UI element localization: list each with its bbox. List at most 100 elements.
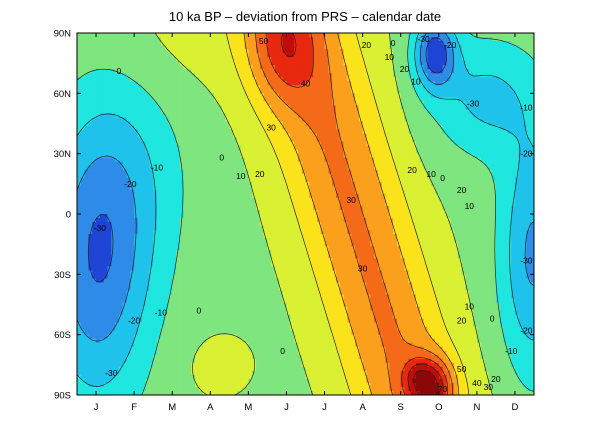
contour-cell [385, 69, 390, 74]
contour-cell [507, 89, 512, 94]
contour-cell [316, 145, 322, 151]
contour-cell [339, 37, 345, 42]
contour-cell [183, 109, 189, 115]
contour-cell [480, 129, 486, 135]
contour-cell [442, 89, 448, 94]
contour-cell [84, 49, 90, 54]
contour-cell [305, 145, 310, 151]
contour-cell [267, 125, 272, 131]
contour-cell [187, 185, 192, 191]
contour-cell [457, 97, 463, 102]
contour-cell [103, 197, 109, 203]
contour-cell [183, 81, 189, 86]
contour-cell [195, 49, 200, 54]
contour-cell [248, 141, 253, 147]
contour-cell [332, 161, 337, 167]
contour-cell [412, 117, 417, 123]
contour-cell [107, 77, 112, 82]
contour-cell [484, 169, 489, 175]
contour-cell [358, 33, 364, 38]
contour-cell [149, 93, 154, 98]
contour-cell [187, 89, 192, 94]
contour-cell [168, 145, 173, 151]
contour-cell [210, 45, 215, 50]
contour-cell [366, 109, 371, 115]
contour-cell [263, 133, 269, 139]
contour-cell [263, 81, 269, 86]
contour-cell [355, 173, 360, 179]
contour-cell [118, 69, 124, 74]
contour-cell [301, 153, 307, 159]
contour-cell [476, 81, 482, 86]
contour-cell [240, 65, 246, 70]
contour-cell [328, 57, 333, 62]
contour-cell [80, 33, 86, 38]
contour-cell [419, 149, 425, 155]
contour-cell [259, 153, 265, 159]
contour-cell [141, 161, 147, 167]
contour-cell [385, 57, 390, 62]
contour-cell [122, 105, 128, 111]
contour-cell [255, 77, 261, 82]
contour-cell [324, 177, 329, 183]
contour-cell [396, 113, 402, 119]
contour-cell [84, 157, 90, 163]
contour-cell [225, 153, 230, 159]
contour-cell [316, 77, 322, 82]
contour-cell [255, 169, 261, 175]
contour-cell [320, 57, 326, 62]
contour-cell [115, 85, 120, 90]
contour-cell [385, 149, 390, 155]
contour-cell [358, 37, 364, 42]
contour-cell [358, 57, 364, 62]
contour-cell [233, 41, 238, 46]
contour-cell [172, 189, 177, 195]
contour-cell [153, 137, 158, 143]
contour-cell [195, 53, 200, 58]
contour-cell [156, 113, 162, 119]
contour-cell [507, 121, 512, 127]
contour-cell [313, 85, 318, 90]
contour-cell [160, 57, 166, 62]
contour-cell [160, 153, 166, 159]
contour-cell [507, 85, 512, 90]
contour-cell [450, 193, 455, 199]
contour-cell [488, 149, 493, 155]
contour-cell [480, 45, 486, 50]
contour-cell [389, 89, 394, 94]
contour-cell [476, 57, 482, 62]
contour-cell [229, 153, 234, 159]
contour-cell [259, 193, 265, 199]
contour-cell [347, 61, 352, 66]
contour-cell [404, 109, 409, 115]
contour-cell [469, 65, 474, 70]
contour-cell [457, 161, 463, 167]
contour-cell [366, 125, 371, 131]
contour-cell [92, 97, 97, 102]
contour-cell [134, 49, 139, 54]
contour-cell [438, 113, 444, 119]
contour-cell [294, 65, 299, 70]
contour-cell [431, 149, 436, 155]
contour-cell [431, 109, 436, 115]
contour-cell [286, 81, 291, 86]
contour-cell [324, 57, 329, 62]
contour-cell [149, 105, 154, 111]
contour-cell [450, 141, 455, 147]
contour-cell [332, 85, 337, 90]
contour-cell [111, 177, 116, 183]
contour-cell [507, 57, 512, 62]
contour-cell [176, 173, 181, 179]
contour-cell [259, 181, 265, 187]
contour-cell [255, 193, 261, 199]
contour-cell [454, 173, 459, 179]
contour-cell [286, 173, 291, 179]
contour-cell [328, 101, 333, 106]
contour-cell [77, 85, 82, 90]
contour-cell [294, 133, 299, 139]
contour-cell [324, 197, 329, 203]
contour-cell [248, 125, 253, 131]
contour-cell [92, 73, 97, 78]
contour-cell [294, 41, 299, 46]
contour-cell [305, 45, 310, 50]
